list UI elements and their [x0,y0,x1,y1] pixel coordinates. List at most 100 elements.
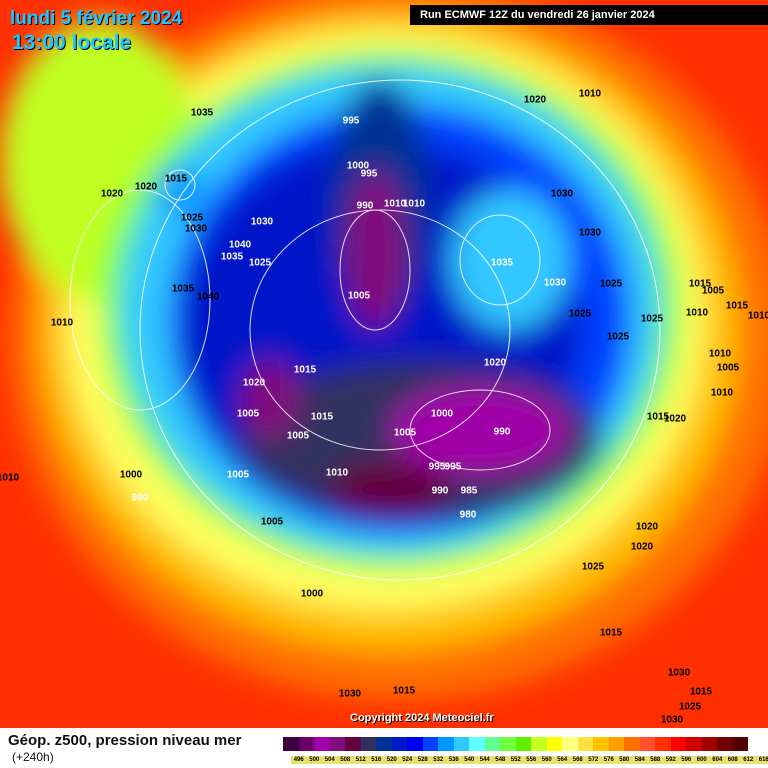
pressure-label: 1005 [393,427,417,439]
legend-label: 496 [291,756,307,764]
forecast-date: lundi 5 février 2024 [10,8,183,29]
isobars [69,79,661,581]
legend-swatch [701,737,717,751]
legend-swatch [624,737,640,751]
pressure-label: 1005 [347,290,371,302]
pressure-label: 1020 [483,357,507,369]
legend-swatch [639,737,655,751]
legend-swatch [391,737,407,751]
legend-swatch [608,737,624,751]
pressure-label: 990 [356,200,374,212]
legend-swatch [360,737,376,751]
pressure-label: 995 [444,461,462,473]
legend-swatch [670,737,686,751]
pressure-label: 1030 [184,223,208,235]
legend-swatch [314,737,330,751]
pressure-label: 990 [131,492,149,504]
legend-label: 508 [337,756,353,764]
pressure-label: 995 [342,115,360,127]
pressure-label: 1025 [640,313,664,325]
legend-label: 532 [430,756,446,764]
pressure-label: 1020 [242,377,266,389]
pressure-label: 1010 [402,198,426,210]
pressure-label: 1040 [228,239,252,251]
pressure-label: 1015 [688,278,712,290]
legend-label: 592 [663,756,679,764]
pressure-label: 1020 [663,413,687,425]
pressure-label: 1015 [689,686,713,698]
legend-title: Géop. z500, pression niveau mer [8,732,242,749]
pressure-label: 995 [428,461,446,473]
pressure-label: 1035 [190,107,214,119]
pressure-label: 1015 [310,411,334,423]
legend-swatch [329,737,345,751]
pressure-label: 1040 [196,291,220,303]
legend-label: 536 [446,756,462,764]
color-scale [283,737,748,751]
pressure-label: 1005 [286,430,310,442]
legend-swatch [732,737,748,751]
pressure-label: 990 [493,426,511,438]
color-scale-labels: 496 500 504 508 512 516 520 524 528 532 536 540 544 5… [291,756,768,764]
legend-swatch [515,737,531,751]
pressure-label: 1015 [293,364,317,376]
legend-footer: Géop. z500, pression niveau mer (+240h) … [0,728,768,768]
legend-swatch [469,737,485,751]
legend-swatch [345,737,361,751]
copyright: Copyright 2024 Meteociel.fr [350,712,494,724]
pressure-label: 1030 [543,277,567,289]
pressure-label: 1000 [119,469,143,481]
legend-swatch [453,737,469,751]
legend-label: 540 [461,756,477,764]
pressure-label: 1005 [701,285,725,297]
legend-swatch [484,737,500,751]
pressure-label: 1025 [581,561,605,573]
geopotential-field [0,0,768,700]
pressure-label: 1025 [568,308,592,320]
forecast-time: 13:00 locale [12,31,132,54]
legend-label: 584 [632,756,648,764]
legend-label: 576 [601,756,617,764]
pressure-label: 1005 [236,408,260,420]
pressure-label: 1010 [325,467,349,479]
pressure-label: 1030 [338,688,362,700]
legend-swatch [500,737,516,751]
legend-label: 580 [616,756,632,764]
pressure-label: 1010 [383,198,407,210]
legend-label: 520 [384,756,400,764]
legend-swatch [546,737,562,751]
pressure-label: 995 [360,168,378,180]
legend-swatch [531,737,547,751]
pressure-label: 1015 [725,300,749,312]
pressure-label: 1030 [660,714,684,726]
pressure-label: 1000 [300,588,324,600]
pressure-label: 1015 [599,627,623,639]
pressure-label: 1010 [0,472,20,484]
legend-swatch [283,737,299,751]
pressure-label: 1005 [260,516,284,528]
pressure-label: 1005 [226,469,250,481]
pressure-label: 1020 [635,521,659,533]
legend-label: 548 [492,756,508,764]
pressure-label: 1020 [134,181,158,193]
pressure-label: 1015 [392,685,416,697]
pressure-label: 1010 [710,387,734,399]
pressure-label: 1035 [171,283,195,295]
pressure-label: 1010 [685,307,709,319]
legend-label: 572 [585,756,601,764]
pressure-label: 990 [431,485,449,497]
legend-label: 616 [756,756,768,764]
legend-swatch [717,737,733,751]
pressure-label: 1020 [523,94,547,106]
pressure-label: 1030 [667,667,691,679]
pressure-label: 1030 [578,227,602,239]
legend-label: 516 [368,756,384,764]
legend-label: 556 [523,756,539,764]
legend-swatch [376,737,392,751]
legend-label: 568 [570,756,586,764]
legend-label: 608 [725,756,741,764]
pressure-label: 1035 [490,257,514,269]
pressure-label: 1010 [50,317,74,329]
legend-swatch [655,737,671,751]
legend-label: 512 [353,756,369,764]
